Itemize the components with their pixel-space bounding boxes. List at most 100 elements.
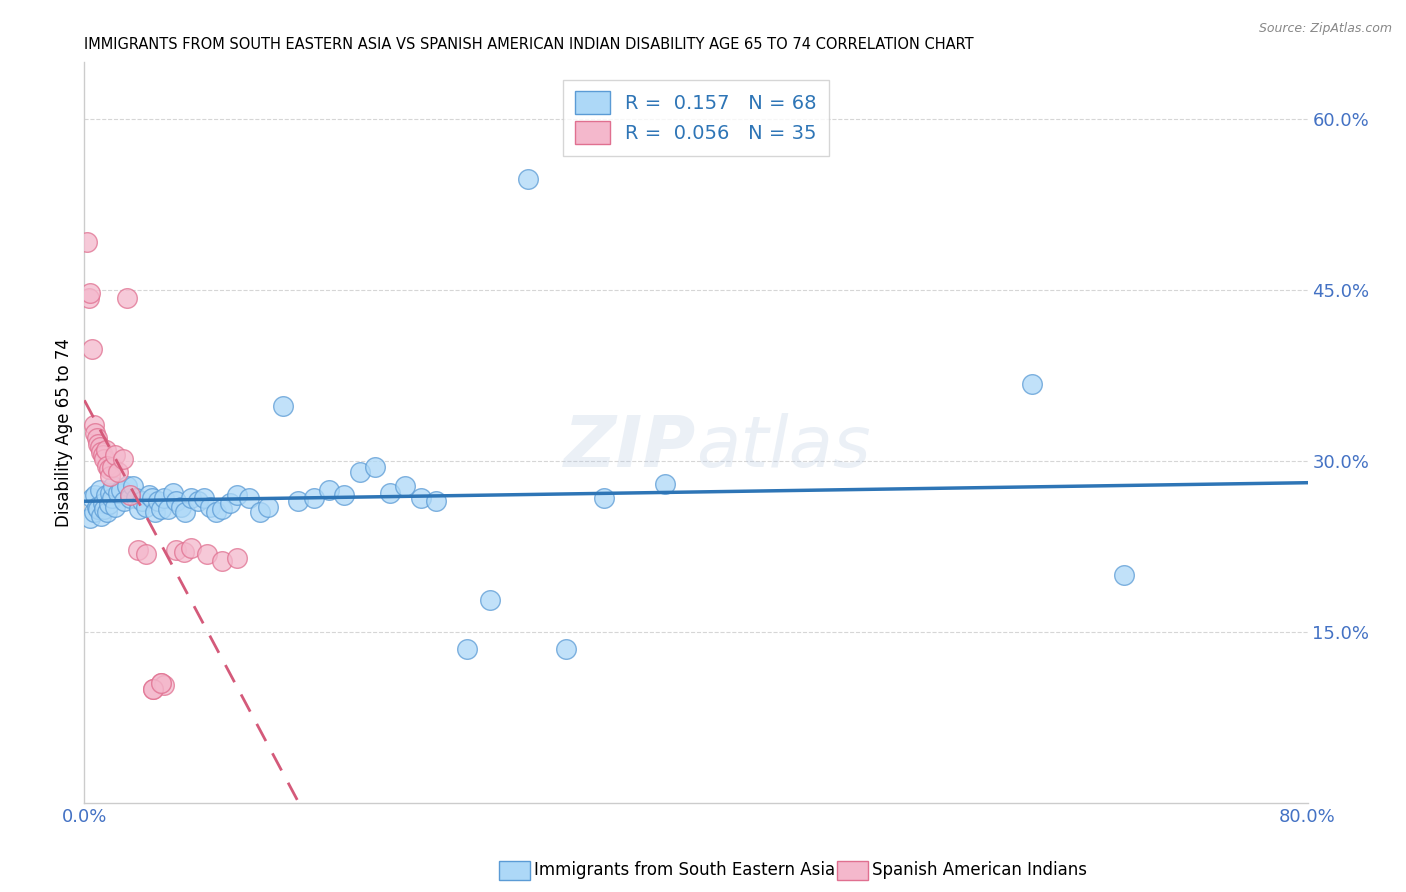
Point	[94, 442, 117, 457]
Point	[86, 500, 108, 514]
Point	[110, 483, 132, 497]
Point	[91, 449, 114, 463]
Text: Immigrants from South Eastern Asia: Immigrants from South Eastern Asia	[534, 861, 835, 879]
Point	[146, 494, 169, 508]
Point	[122, 479, 145, 493]
Point	[205, 505, 228, 519]
Point	[97, 462, 120, 476]
Text: ZIP: ZIP	[564, 413, 696, 482]
Point	[1114, 568, 1136, 582]
Point	[80, 343, 103, 357]
Point	[115, 291, 138, 305]
Point	[149, 676, 172, 690]
Y-axis label: Disability Age 65 to 74: Disability Age 65 to 74	[55, 338, 73, 527]
Point	[149, 502, 172, 516]
Point	[318, 483, 340, 497]
Point	[409, 491, 432, 505]
Point	[271, 400, 294, 414]
Point	[103, 479, 125, 493]
Point	[89, 441, 111, 455]
Point	[127, 543, 149, 558]
Point	[120, 488, 142, 502]
Point	[249, 505, 271, 519]
Point	[91, 496, 114, 510]
Point	[87, 437, 110, 451]
Point	[128, 502, 150, 516]
Point	[141, 491, 163, 505]
Point	[238, 491, 260, 505]
Text: Spanish American Indians: Spanish American Indians	[872, 861, 1087, 879]
Point	[86, 431, 108, 445]
Point	[93, 451, 115, 466]
Point	[83, 417, 105, 432]
Point	[349, 466, 371, 480]
Point	[425, 494, 447, 508]
Point	[107, 486, 129, 500]
Point	[211, 502, 233, 516]
Text: Source: ZipAtlas.com: Source: ZipAtlas.com	[1258, 22, 1392, 36]
Point	[104, 500, 127, 514]
Point	[79, 285, 101, 300]
Point	[142, 681, 165, 696]
Point	[97, 497, 120, 511]
Point	[125, 491, 148, 505]
Point	[111, 451, 134, 466]
Point	[478, 593, 501, 607]
Point	[333, 488, 356, 502]
Point	[456, 642, 478, 657]
Point	[198, 500, 221, 514]
Point	[153, 491, 176, 505]
Point	[120, 491, 142, 505]
Point	[1021, 376, 1043, 391]
Point	[143, 505, 166, 519]
Point	[287, 494, 309, 508]
Point	[165, 543, 187, 558]
Point	[98, 469, 121, 483]
Text: atlas: atlas	[696, 413, 870, 482]
Point	[135, 548, 157, 562]
Legend: R =  0.157   N = 68, R =  0.056   N = 35: R = 0.157 N = 68, R = 0.056 N = 35	[564, 79, 828, 155]
Point	[101, 491, 124, 505]
Point	[90, 445, 112, 459]
Point	[153, 678, 176, 692]
Point	[157, 502, 180, 516]
Point	[195, 548, 218, 562]
Point	[135, 500, 157, 514]
Point	[226, 488, 249, 502]
Point	[94, 488, 117, 502]
Point	[96, 505, 118, 519]
Point	[112, 494, 135, 508]
Point	[84, 488, 107, 502]
Point	[98, 486, 121, 500]
Point	[394, 479, 416, 493]
Point	[93, 502, 115, 516]
Point	[131, 494, 153, 508]
Point	[186, 494, 208, 508]
Point	[77, 291, 100, 305]
Point	[115, 479, 138, 493]
Point	[226, 550, 249, 565]
Point	[96, 458, 118, 473]
Point	[364, 459, 387, 474]
Point	[516, 171, 538, 186]
Point	[149, 676, 172, 690]
Point	[555, 642, 578, 657]
Point	[218, 496, 240, 510]
Point	[257, 500, 280, 514]
Point	[90, 508, 112, 523]
Point	[173, 545, 195, 559]
Point	[654, 476, 676, 491]
Point	[83, 505, 105, 519]
Point	[101, 459, 124, 474]
Text: IMMIGRANTS FROM SOUTH EASTERN ASIA VS SPANISH AMERICAN INDIAN DISABILITY AGE 65 : IMMIGRANTS FROM SOUTH EASTERN ASIA VS SP…	[84, 37, 974, 52]
Point	[138, 488, 160, 502]
Point	[380, 486, 402, 500]
Point	[79, 511, 101, 525]
Point	[165, 494, 187, 508]
Point	[107, 466, 129, 480]
Point	[89, 483, 111, 497]
Point	[193, 491, 215, 505]
Point	[104, 449, 127, 463]
Point	[80, 491, 103, 505]
Point	[142, 681, 165, 696]
